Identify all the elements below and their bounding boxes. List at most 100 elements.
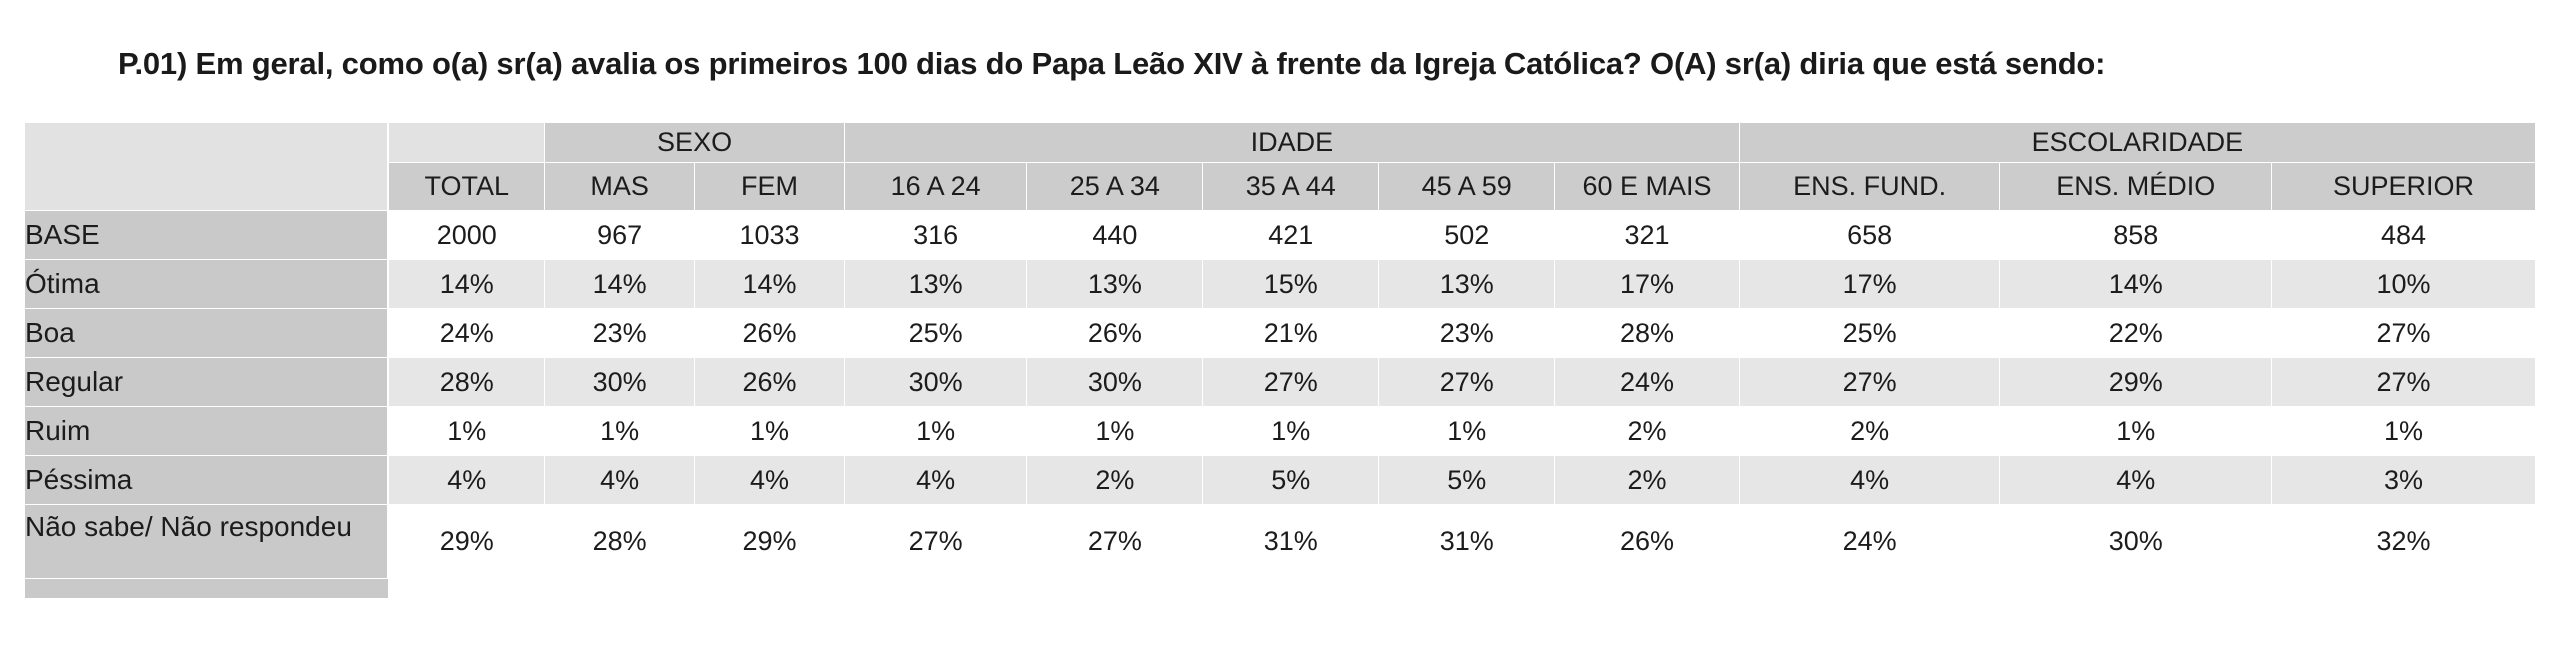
cell-nao-sabe-ens-medio: 30%: [1999, 504, 2272, 579]
cell-boa-45-59: 23%: [1378, 308, 1556, 358]
cell-boa-25-34: 26%: [1026, 308, 1204, 358]
cell-boa-superior: 27%: [2270, 308, 2537, 358]
column-header-35-44: 35 A 44: [1202, 162, 1380, 211]
cell-otima-16-24: 13%: [843, 259, 1028, 309]
page-title: P.01) Em geral, como o(a) sr(a) avalia o…: [118, 46, 2106, 81]
footer-strip-cell: [1738, 578, 2001, 599]
cell-regular-35-44: 27%: [1202, 357, 1380, 407]
footer-strip-cell: [1202, 578, 1380, 599]
cell-otima-fem: 14%: [694, 259, 845, 309]
cell-boa-mas: 23%: [544, 308, 696, 358]
table-row: BASE 2000 967 1033 316 440 421 502 321 6…: [24, 210, 2537, 260]
cell-nao-sabe-fem: 29%: [694, 504, 845, 579]
table-row: Ruim 1% 1% 1% 1% 1% 1% 1% 2% 2% 1% 1%: [24, 406, 2537, 456]
column-header-60-mais: 60 E MAIS: [1554, 162, 1740, 211]
cell-pessima-mas: 4%: [544, 455, 696, 505]
cell-regular-superior: 27%: [2270, 357, 2537, 407]
cell-pessima-ens-fund: 4%: [1738, 455, 2001, 505]
cell-regular-25-34: 30%: [1026, 357, 1204, 407]
cell-boa-35-44: 21%: [1202, 308, 1380, 358]
cell-otima-60-mais: 17%: [1554, 259, 1740, 309]
cell-ruim-superior: 1%: [2270, 406, 2537, 456]
row-label-ruim: Ruim: [24, 406, 390, 456]
cell-otima-25-34: 13%: [1026, 259, 1204, 309]
cell-base-ens-fund: 658: [1738, 210, 2001, 260]
cell-pessima-16-24: 4%: [843, 455, 1028, 505]
cell-otima-mas: 14%: [544, 259, 696, 309]
cell-base-ens-medio: 858: [1999, 210, 2272, 260]
row-label-regular: Regular: [24, 357, 390, 407]
cell-pessima-total: 4%: [387, 455, 546, 505]
cell-pessima-35-44: 5%: [1202, 455, 1380, 505]
table-body: BASE 2000 967 1033 316 440 421 502 321 6…: [24, 210, 2537, 599]
cell-pessima-ens-medio: 4%: [1999, 455, 2272, 505]
cell-base-60-mais: 321: [1554, 210, 1740, 260]
table-row: Ótima 14% 14% 14% 13% 13% 15% 13% 17% 17…: [24, 259, 2537, 309]
cell-nao-sabe-mas: 28%: [544, 504, 696, 579]
column-header-fem: FEM: [694, 162, 845, 211]
footer-strip-cell: [544, 578, 696, 599]
column-header-superior: SUPERIOR: [2270, 162, 2537, 211]
row-label-nao-sabe: Não sabe/ Não respondeu: [24, 504, 390, 579]
cell-regular-16-24: 30%: [843, 357, 1028, 407]
cell-otima-35-44: 15%: [1202, 259, 1380, 309]
cell-boa-total: 24%: [387, 308, 546, 358]
cell-regular-45-59: 27%: [1378, 357, 1556, 407]
group-header-sexo: SEXO: [544, 122, 845, 163]
cell-boa-ens-medio: 22%: [1999, 308, 2272, 358]
table-row: Não sabe/ Não respondeu 29% 28% 29% 27% …: [24, 504, 2537, 579]
column-header-row: TOTAL MAS FEM 16 A 24 25 A 34 35 A 44 45…: [25, 162, 2537, 211]
cell-ruim-45-59: 1%: [1378, 406, 1556, 456]
table-header: SEXO IDADE ESCOLARIDADE TOTAL MAS FEM 16…: [24, 122, 2537, 211]
cell-ruim-ens-medio: 1%: [1999, 406, 2272, 456]
cell-boa-16-24: 25%: [843, 308, 1028, 358]
cell-pessima-superior: 3%: [2270, 455, 2537, 505]
table-row: Regular 28% 30% 26% 30% 30% 27% 27% 24% …: [24, 357, 2537, 407]
cell-nao-sabe-total: 29%: [387, 504, 546, 579]
table-footer-strip: [24, 578, 2537, 599]
cell-otima-ens-fund: 17%: [1738, 259, 2001, 309]
group-header-escolaridade: ESCOLARIDADE: [1738, 122, 2537, 163]
cell-nao-sabe-60-mais: 26%: [1554, 504, 1740, 579]
cell-base-superior: 484: [2270, 210, 2537, 260]
cell-nao-sabe-ens-fund: 24%: [1738, 504, 2001, 579]
table-row: Boa 24% 23% 26% 25% 26% 21% 23% 28% 25% …: [24, 308, 2537, 358]
footer-strip-cell: [843, 578, 1028, 599]
cell-base-35-44: 421: [1202, 210, 1380, 260]
cell-otima-ens-medio: 14%: [1999, 259, 2272, 309]
footer-strip-label-col: [24, 578, 389, 599]
cell-ruim-fem: 1%: [694, 406, 845, 456]
column-header-25-34: 25 A 34: [1026, 162, 1204, 211]
cell-otima-45-59: 13%: [1378, 259, 1556, 309]
cell-ruim-35-44: 1%: [1202, 406, 1380, 456]
cell-regular-ens-medio: 29%: [1999, 357, 2272, 407]
column-header-45-59: 45 A 59: [1378, 162, 1556, 211]
group-header-row: SEXO IDADE ESCOLARIDADE: [24, 122, 2537, 211]
cell-base-fem: 1033: [694, 210, 845, 260]
cell-pessima-fem: 4%: [694, 455, 845, 505]
row-label-pessima: Péssima: [24, 455, 390, 505]
cell-base-25-34: 440: [1026, 210, 1204, 260]
footer-strip-cell: [1026, 578, 1204, 599]
row-label-base: BASE: [24, 210, 390, 260]
cell-pessima-60-mais: 2%: [1554, 455, 1740, 505]
cell-nao-sabe-35-44: 31%: [1202, 504, 1380, 579]
table-row: Péssima 4% 4% 4% 4% 2% 5% 5% 2% 4% 4% 3%: [24, 455, 2537, 505]
footer-strip-cell: [1554, 578, 1740, 599]
cell-ruim-25-34: 1%: [1026, 406, 1204, 456]
row-label-boa: Boa: [24, 308, 390, 358]
column-header-total: TOTAL: [387, 162, 546, 211]
footer-strip-cell: [1999, 578, 2272, 599]
cell-pessima-45-59: 5%: [1378, 455, 1556, 505]
header-corner-cell: [24, 122, 390, 211]
cell-ruim-ens-fund: 2%: [1738, 406, 2001, 456]
cell-regular-total: 28%: [387, 357, 546, 407]
column-header-ens-medio: ENS. MÉDIO: [1999, 162, 2272, 211]
cell-nao-sabe-45-59: 31%: [1378, 504, 1556, 579]
footer-strip-cell: [387, 578, 546, 599]
cell-boa-fem: 26%: [694, 308, 845, 358]
cell-nao-sabe-superior: 32%: [2270, 504, 2537, 579]
cell-otima-superior: 10%: [2270, 259, 2537, 309]
column-header-ens-fund: ENS. FUND.: [1738, 162, 2001, 211]
cell-boa-ens-fund: 25%: [1738, 308, 2001, 358]
